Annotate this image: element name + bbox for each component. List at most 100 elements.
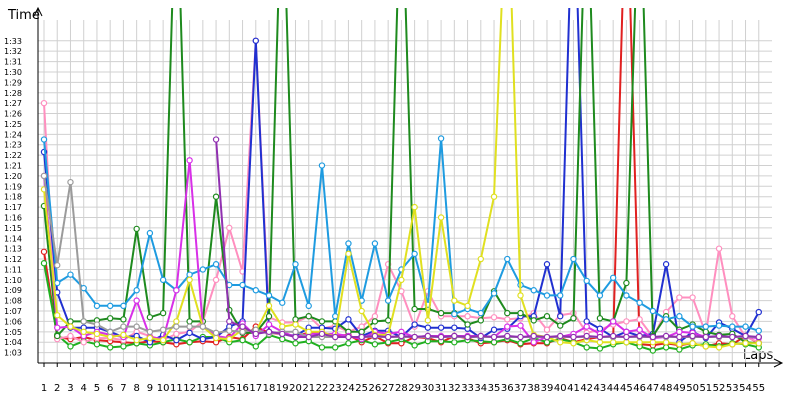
x-tick-label: 32	[448, 383, 461, 394]
y-tick-label: 1:17	[4, 203, 22, 212]
data-point	[93, 330, 101, 338]
data-point	[279, 323, 286, 330]
y-tick-label: 1:18	[4, 193, 22, 202]
data-point	[40, 99, 48, 107]
data-point	[54, 311, 61, 319]
data-point	[504, 323, 511, 330]
data-point	[451, 324, 458, 331]
data-point	[676, 294, 683, 301]
data-point	[755, 327, 762, 334]
data-point	[504, 255, 511, 263]
data-point	[543, 313, 551, 320]
x-tick-label: 29	[408, 383, 421, 394]
x-tick-label: 8	[133, 383, 139, 394]
data-point	[358, 307, 365, 315]
data-point	[517, 309, 524, 317]
data-point	[490, 333, 498, 341]
data-point	[146, 334, 154, 342]
data-point	[623, 279, 630, 287]
data-point	[609, 332, 617, 340]
data-point	[252, 343, 259, 350]
data-point	[332, 313, 339, 320]
data-point	[596, 325, 604, 332]
data-point	[596, 315, 604, 322]
data-point	[451, 339, 458, 346]
x-tick-label: 55	[752, 383, 765, 394]
x-tick-label: 14	[210, 383, 223, 394]
data-point	[411, 333, 418, 341]
y-tick-label: 1:22	[4, 151, 22, 160]
data-point	[583, 318, 590, 325]
data-point	[729, 323, 736, 330]
x-tick-label: 20	[289, 383, 302, 394]
data-point	[358, 328, 365, 336]
data-point	[226, 318, 233, 325]
data-point	[226, 335, 233, 343]
data-point	[636, 326, 643, 333]
data-point	[451, 297, 458, 304]
data-point	[437, 333, 445, 341]
data-point	[67, 343, 74, 350]
x-tick-label: 4	[81, 383, 87, 394]
x-tick-label: 7	[120, 383, 126, 394]
data-point	[239, 328, 246, 336]
data-point	[80, 328, 87, 336]
data-point	[662, 261, 670, 268]
data-point	[40, 260, 48, 267]
x-tick-label: 54	[739, 383, 752, 394]
x-tick-label: 31	[435, 383, 448, 394]
data-point	[159, 336, 167, 344]
y-tick-label: 1:31	[4, 58, 22, 67]
data-point	[186, 339, 193, 346]
data-point	[702, 328, 710, 336]
data-point	[464, 313, 471, 320]
data-point	[742, 323, 749, 330]
data-point	[318, 344, 326, 351]
data-point	[384, 333, 392, 341]
x-tick-label: 53	[726, 383, 739, 394]
x-tick-label: 3	[67, 383, 73, 394]
data-point	[67, 271, 74, 278]
data-point	[186, 271, 193, 278]
data-point	[517, 333, 524, 341]
data-point	[689, 332, 696, 340]
x-tick-label: 17	[249, 383, 262, 394]
x-axis-arrow	[773, 358, 784, 368]
data-point	[504, 332, 511, 340]
y-tick-label: 1:08	[4, 297, 22, 306]
x-tick-label: 47	[647, 383, 660, 394]
data-point	[120, 302, 127, 310]
data-point	[662, 344, 670, 351]
data-point	[54, 332, 61, 340]
x-tick-label: 26	[369, 383, 382, 394]
data-point	[477, 309, 484, 317]
data-point	[490, 326, 498, 333]
x-tick-label: 27	[382, 383, 395, 394]
data-point	[424, 324, 432, 331]
data-point	[159, 326, 167, 333]
data-point	[173, 287, 180, 294]
data-point	[345, 340, 352, 347]
data-point	[279, 299, 286, 306]
x-tick-label: 50	[686, 383, 699, 394]
data-point	[186, 323, 193, 330]
data-point	[490, 339, 498, 346]
x-tick-label: 40	[554, 383, 567, 394]
data-point	[186, 329, 193, 337]
data-point	[265, 321, 273, 328]
data-point	[570, 333, 577, 341]
data-point	[133, 225, 140, 233]
data-point	[173, 330, 180, 338]
data-point	[702, 323, 710, 330]
data-point	[676, 328, 683, 336]
data-point	[292, 316, 299, 323]
data-point	[133, 297, 140, 304]
data-point	[265, 292, 273, 299]
data-point	[490, 290, 498, 297]
data-point	[67, 332, 74, 340]
data-point	[557, 332, 564, 340]
data-point	[265, 302, 273, 310]
data-point	[67, 323, 74, 330]
data-point	[252, 330, 259, 338]
data-point	[239, 336, 246, 344]
